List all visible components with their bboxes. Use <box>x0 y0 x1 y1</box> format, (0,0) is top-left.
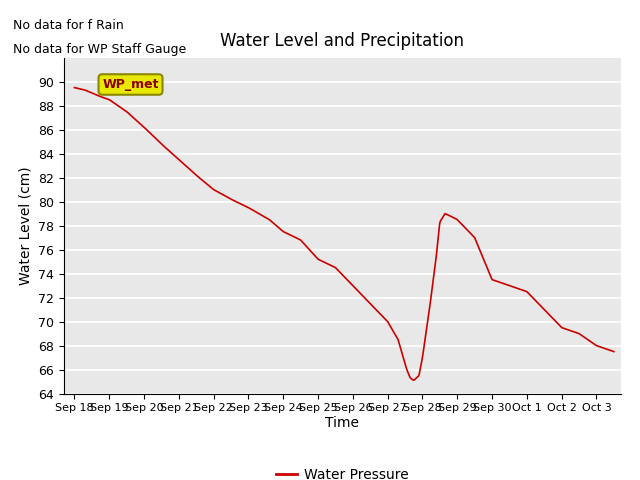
Y-axis label: Water Level (cm): Water Level (cm) <box>19 166 33 285</box>
Text: No data for WP Staff Gauge: No data for WP Staff Gauge <box>13 43 186 56</box>
Legend: Water Pressure: Water Pressure <box>271 462 414 480</box>
X-axis label: Time: Time <box>325 416 360 430</box>
Text: No data for f Rain: No data for f Rain <box>13 19 124 32</box>
Text: WP_met: WP_met <box>102 78 159 91</box>
Title: Water Level and Precipitation: Water Level and Precipitation <box>220 33 465 50</box>
